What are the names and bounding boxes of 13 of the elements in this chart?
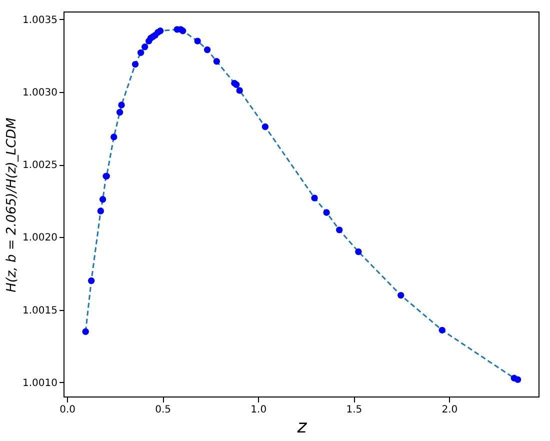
x-tick-label: 1.0 [250, 404, 267, 416]
y-tick-label: 1.0025 [22, 160, 58, 172]
y-tick-label: 1.0010 [22, 378, 58, 389]
x-tick-label: 0.5 [155, 404, 172, 416]
x-tick-label: 0.0 [60, 404, 76, 416]
x-tick-label: 1.5 [346, 404, 362, 416]
y-tick-label: 1.0035 [22, 14, 58, 26]
y-tick-label: 1.0030 [22, 87, 58, 98]
x-tick-label: 2.0 [442, 404, 458, 416]
x-axis-title: z [296, 416, 308, 438]
y-axis-title: H(z, b = 2.065)/H(z)_LCDM [4, 118, 20, 292]
y-tick-label: 1.0020 [22, 232, 58, 244]
y-tick-label: 1.0015 [22, 305, 58, 316]
